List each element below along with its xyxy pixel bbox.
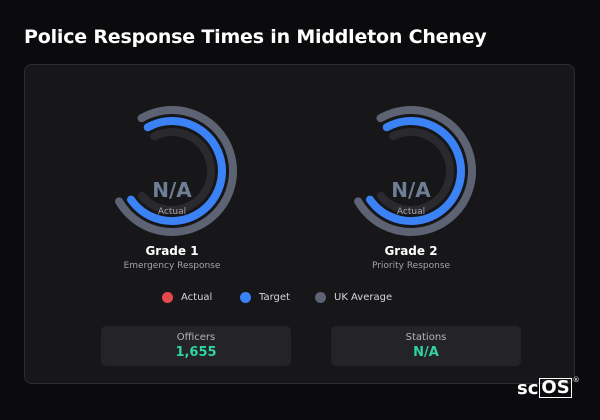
- legend: Actual Target UK Average: [0, 292, 600, 308]
- registered-mark: ®: [572, 376, 580, 384]
- legend-item-uk-average: UK Average: [315, 292, 392, 303]
- gauge-caption: Actual: [157, 207, 187, 217]
- grade-1-gauge: N/A Actual: [97, 96, 247, 246]
- stat-label: Officers: [176, 332, 216, 343]
- scos-logo: sc OS ®: [517, 376, 580, 399]
- legend-label: Target: [259, 292, 290, 303]
- target-ring: [357, 117, 465, 225]
- gauge-rings: [107, 106, 237, 236]
- uk-average-ring: [346, 106, 476, 236]
- actual-ring-track: [129, 127, 215, 214]
- gauge-value: N/A: [391, 178, 431, 202]
- stat-value: N/A: [413, 345, 439, 360]
- grade-2-title: Grade 2: [384, 244, 438, 258]
- stations-stat: Stations N/A: [331, 326, 521, 366]
- legend-label: UK Average: [334, 292, 393, 303]
- grade-1-title: Grade 1: [145, 244, 199, 258]
- page-title: Police Response Times in Middleton Chene…: [24, 26, 487, 48]
- stat-value: 1,655: [175, 345, 217, 360]
- legend-item-actual: Actual: [162, 292, 212, 303]
- uk-average-ring: [107, 106, 237, 236]
- grade-1-subtitle: Emergency Response: [123, 261, 221, 271]
- legend-item-target: Target: [240, 292, 290, 303]
- gauge-value: N/A: [152, 178, 192, 202]
- stat-label: Stations: [405, 332, 447, 343]
- target-dot-icon: [240, 292, 251, 303]
- actual-dot-icon: [162, 292, 173, 303]
- gauge-caption: Actual: [396, 207, 426, 217]
- officers-stat: Officers 1,655: [101, 326, 291, 366]
- grade-2-gauge: N/A Actual: [336, 96, 486, 246]
- logo-boxed-text: OS: [539, 377, 572, 398]
- actual-ring-track: [368, 127, 454, 214]
- target-ring: [118, 117, 226, 225]
- gauge-rings: [346, 106, 476, 236]
- grade-2-subtitle: Priority Response: [371, 261, 451, 271]
- legend-label: Actual: [181, 292, 213, 303]
- logo-prefix: sc: [517, 378, 539, 399]
- uk-average-dot-icon: [315, 292, 326, 303]
